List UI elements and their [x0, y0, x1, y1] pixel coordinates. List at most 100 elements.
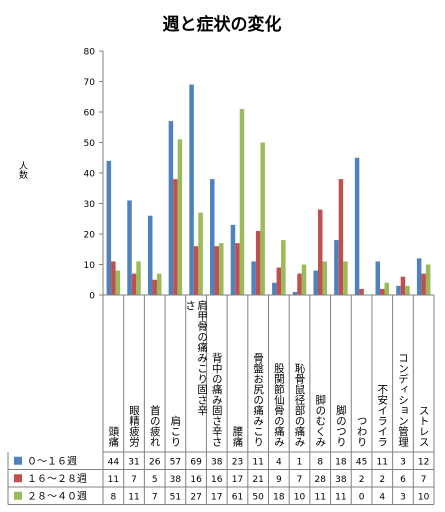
category-label-1: 眼精疲労	[128, 405, 140, 448]
data-label-0-13: 11	[377, 457, 388, 467]
data-label-0-1: 31	[128, 457, 139, 467]
bar-0-12	[354, 157, 360, 295]
data-label-2-10: 11	[314, 492, 325, 502]
category-label-4: さ	[184, 300, 196, 311]
bar-2-10	[322, 261, 327, 295]
bar-1-7	[255, 230, 261, 295]
data-label-0-14: 3	[400, 457, 406, 467]
category-label-0: 頭痛	[107, 426, 119, 448]
bar-2-15	[425, 264, 431, 295]
data-label-2-14: 3	[400, 492, 406, 502]
bar-2-11	[343, 261, 348, 295]
y-axis-label: 人数	[17, 161, 28, 180]
data-label-0-0: 44	[108, 457, 120, 467]
data-label-2-11: 11	[335, 492, 346, 502]
bar-1-12	[359, 288, 364, 295]
bar-0-15	[416, 258, 422, 295]
bar-1-8	[276, 267, 282, 295]
bar-0-5	[210, 179, 215, 295]
y-tick-label: 60	[84, 109, 96, 119]
data-label-1-3: 38	[170, 475, 182, 485]
bar-2-8	[281, 240, 286, 295]
data-label-1-2: 5	[152, 475, 158, 485]
y-tick-label: 20	[84, 231, 96, 241]
data-label-2-15: 10	[418, 492, 430, 502]
data-label-1-6: 17	[232, 475, 243, 485]
bar-1-14	[400, 276, 406, 295]
data-label-0-11: 18	[335, 457, 347, 467]
bar-1-2	[152, 279, 157, 295]
legend-label-2: ２８～４０週	[27, 490, 87, 502]
y-tick-label: 50	[84, 139, 96, 149]
legend-swatch-0	[14, 456, 22, 465]
legend-label-0: ０～１６週	[27, 455, 77, 467]
category-label-10: 脚のむくみ	[314, 394, 326, 447]
data-label-0-10: 8	[317, 457, 323, 467]
bar-2-5	[219, 243, 224, 295]
data-label-1-9: 7	[297, 475, 303, 485]
category-label-12: つわり	[356, 416, 368, 448]
data-label-1-13: 2	[379, 475, 385, 485]
y-tick-label: 40	[84, 170, 96, 180]
bar-0-13	[375, 261, 381, 295]
data-label-2-4: 27	[190, 492, 201, 502]
data-label-1-5: 16	[211, 475, 223, 485]
bar-1-0	[111, 261, 116, 295]
data-label-2-8: 18	[273, 492, 285, 502]
data-label-0-12: 45	[356, 457, 367, 467]
y-tick-label: 70	[84, 78, 96, 88]
data-label-2-2: 7	[152, 492, 158, 502]
data-label-1-15: 7	[421, 475, 427, 485]
legend-swatch-2	[14, 491, 22, 500]
data-label-2-0: 8	[110, 492, 116, 502]
bar-1-11	[338, 179, 344, 295]
data-label-2-9: 10	[294, 492, 306, 502]
bar-2-6	[239, 108, 245, 295]
data-label-2-12: 0	[359, 492, 365, 502]
bar-0-10	[313, 270, 318, 295]
data-label-0-9: 1	[297, 457, 303, 467]
data-label-0-2: 26	[149, 457, 161, 467]
bar-0-3	[168, 121, 174, 296]
category-label-6: 腰痛	[231, 426, 243, 448]
bar-0-1	[127, 200, 132, 295]
category-label-15: ストレス	[418, 405, 430, 447]
category-label-13: 不安イライラ	[376, 384, 388, 447]
legend-label-1: １６～２８週	[27, 473, 87, 485]
bar-2-1	[136, 261, 141, 295]
category-label-4: 肩甲骨の痛みこり固さ辛	[196, 299, 208, 416]
bar-1-15	[421, 273, 426, 295]
data-label-0-7: 11	[252, 457, 263, 467]
bar-0-9	[292, 291, 298, 295]
data-label-1-4: 16	[190, 475, 202, 485]
bar-1-4	[193, 246, 199, 295]
bar-2-7	[260, 142, 265, 295]
category-label-2: 首の疲れ	[149, 404, 161, 447]
chart-title: 週と症状の変化	[163, 14, 282, 35]
bar-0-11	[334, 240, 339, 295]
data-label-1-11: 38	[335, 475, 347, 485]
data-label-1-1: 7	[131, 475, 137, 485]
data-label-0-3: 57	[170, 457, 181, 467]
bar-2-4	[198, 212, 203, 295]
bar-0-4	[189, 84, 194, 295]
data-label-0-6: 23	[232, 457, 243, 467]
data-label-1-0: 11	[108, 475, 119, 485]
bar-1-1	[131, 273, 137, 295]
bar-1-10	[317, 209, 323, 295]
data-label-2-6: 61	[232, 492, 243, 502]
category-label-5: 背中の痛み固さ辛さ	[211, 352, 223, 447]
bar-0-7	[251, 261, 256, 295]
data-label-0-4: 69	[190, 457, 202, 467]
category-label-7: 骨盤お尻の痛みこり	[252, 353, 264, 448]
data-label-1-12: 2	[359, 475, 365, 485]
data-label-1-10: 28	[314, 475, 326, 485]
y-tick-label: 10	[84, 261, 96, 271]
category-label-14: コンディション管理	[397, 353, 409, 448]
y-tick-label: 30	[84, 200, 96, 210]
data-label-2-5: 17	[211, 492, 222, 502]
data-label-0-5: 38	[211, 457, 223, 467]
category-label-3: 肩こり	[169, 415, 181, 447]
